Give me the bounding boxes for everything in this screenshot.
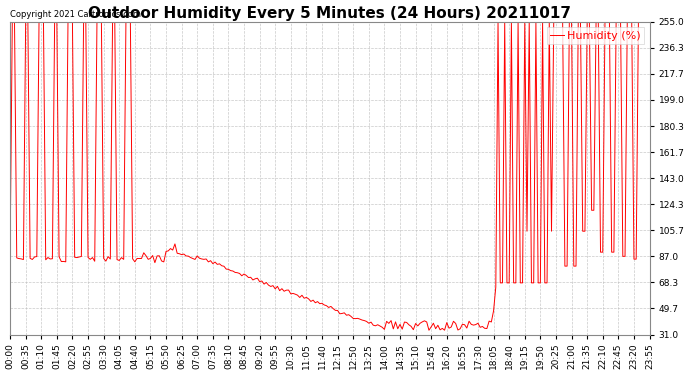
Legend: Humidity (%): Humidity (%) (547, 27, 644, 44)
Humidity (%) (558, 20, 566, 24)
Text: Copyright 2021 Cartronics.com: Copyright 2021 Cartronics.com (10, 10, 141, 19)
Humidity (%) (64, 20, 72, 24)
Humidity (%) (8, 20, 17, 24)
Humidity (%) (594, 20, 602, 24)
Humidity (%) (331, 308, 339, 313)
Humidity (%) (6, 256, 14, 261)
Humidity (%) (547, 229, 555, 234)
Title: Outdoor Humidity Every 5 Minutes (24 Hours) 20211017: Outdoor Humidity Every 5 Minutes (24 Hou… (88, 6, 571, 21)
Humidity (%) (574, 20, 582, 24)
Line: Humidity (%): Humidity (%) (10, 22, 649, 330)
Humidity (%) (425, 328, 433, 333)
Humidity (%) (645, 20, 653, 24)
